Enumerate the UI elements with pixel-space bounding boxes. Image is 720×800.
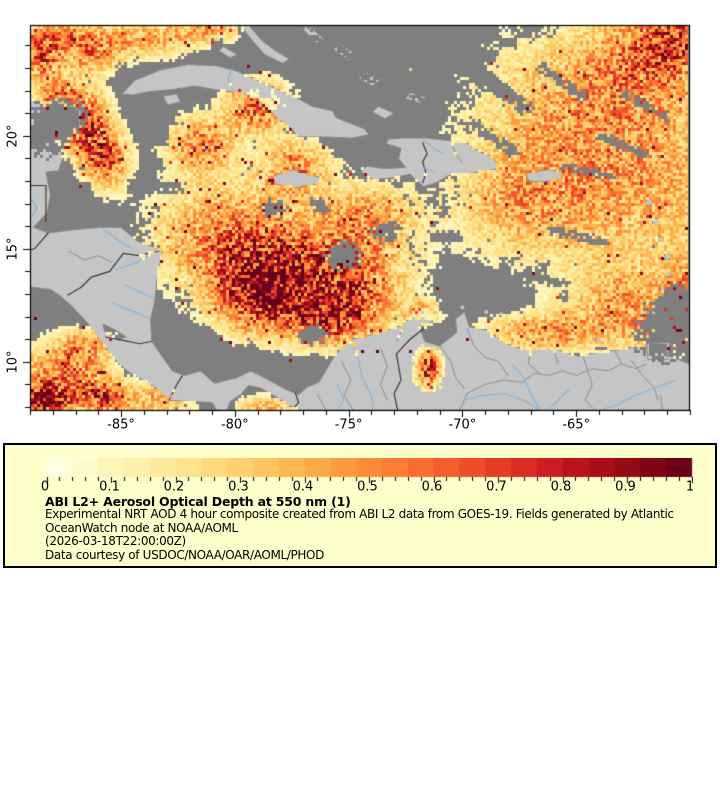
legend-courtesy: Data courtesy of USDOC/NOAA/OAR/AOML/PHO… [45,547,325,562]
legend-title: ABI L2+ Aerosol Optical Depth at 550 nm … [45,494,351,509]
legend-description-line-1: Experimental NRT AOD 4 hour composite cr… [45,507,674,522]
aod-map-canvas [0,0,720,440]
legend-text-block: ABI L2+ Aerosol Optical Depth at 550 nm … [45,495,674,562]
legend-timestamp: (2026-03-18T22:00:00Z) [45,534,186,549]
legend-description-line-2: OceanWatch node at NOAA/AOML [45,520,238,535]
colorbar-canvas [45,458,693,486]
colorbar-legend-panel: ABI L2+ Aerosol Optical Depth at 550 nm … [3,443,717,568]
